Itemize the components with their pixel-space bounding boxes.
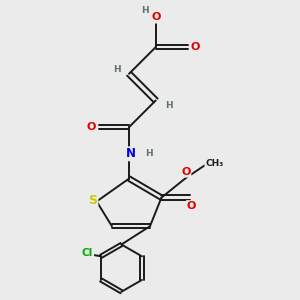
- Text: O: O: [190, 42, 200, 52]
- Text: O: O: [187, 201, 196, 211]
- Text: O: O: [181, 167, 190, 177]
- Text: H: H: [113, 65, 121, 74]
- Text: O: O: [151, 12, 160, 22]
- Text: N: N: [126, 147, 136, 160]
- Text: O: O: [86, 122, 96, 132]
- Text: H: H: [145, 149, 153, 158]
- Text: CH₃: CH₃: [205, 159, 224, 168]
- Text: H: H: [165, 100, 173, 109]
- Text: H: H: [141, 6, 149, 15]
- Text: Cl: Cl: [82, 248, 93, 257]
- Text: S: S: [88, 194, 97, 207]
